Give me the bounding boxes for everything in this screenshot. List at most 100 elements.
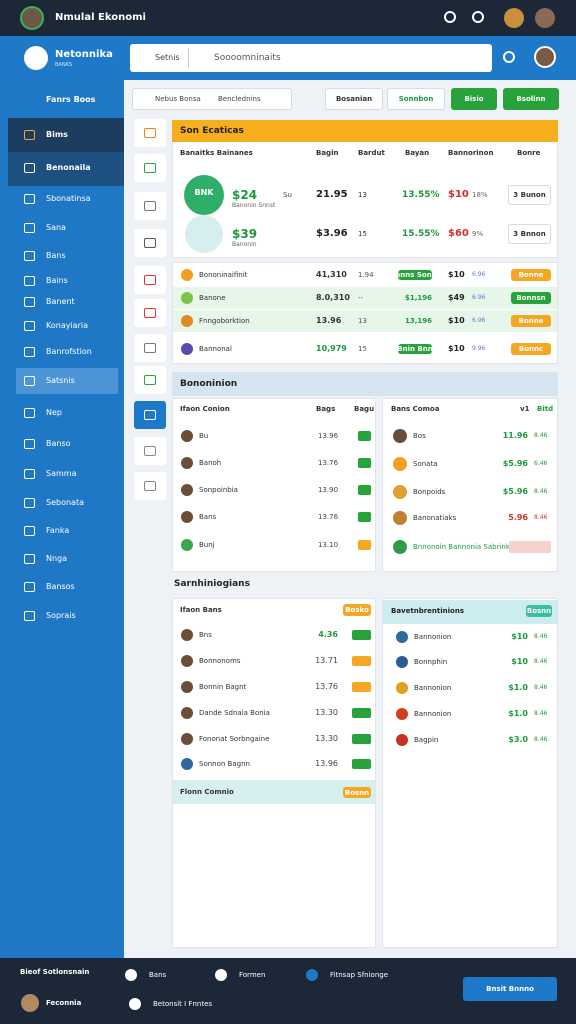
cell: Banonin Snnst (232, 202, 276, 209)
sidebar-item[interactable]: Banrofstion (46, 347, 92, 356)
market-badge: $1,196 (404, 294, 432, 302)
row-action[interactable] (508, 224, 551, 244)
icon-button[interactable] (134, 119, 166, 147)
toolbar-button-label[interactable]: Bsolinn (516, 95, 546, 103)
market-price: $49 (448, 293, 465, 302)
toolbar-button-label[interactable]: Bisio (464, 95, 484, 103)
search-placeholder: Soooomninaits (214, 53, 281, 63)
row-highlight (173, 310, 557, 332)
sidebar-item[interactable]: Sbonatinsa (46, 194, 91, 203)
market-badge-label[interactable]: Bnin Bnn (397, 345, 433, 353)
panel-footer-action[interactable] (343, 787, 371, 798)
status-badge (358, 512, 371, 522)
sidebar-icon (24, 130, 35, 140)
market-name: Fnngoborktion (199, 317, 250, 325)
sidebar-item[interactable]: Banso (46, 439, 71, 448)
panel-header-action[interactable] (526, 605, 552, 617)
market-badge-label[interactable]: Bnnns Sonnt (389, 271, 441, 279)
panel-header: v1 (520, 405, 530, 413)
market-action-label[interactable]: Bonne (518, 317, 544, 325)
footer-link[interactable]: Bans (149, 971, 167, 979)
row-action[interactable] (508, 185, 551, 205)
search-icon (503, 51, 515, 63)
toolbar-button[interactable] (387, 88, 445, 110)
search-box[interactable] (130, 44, 492, 72)
toolbar-button[interactable] (325, 88, 383, 110)
header-avatar (534, 46, 556, 68)
toolbar-button-label[interactable]: Bosanian (335, 95, 373, 103)
sidebar-icon (24, 469, 35, 479)
market-action[interactable] (511, 315, 551, 327)
footer-button[interactable] (463, 977, 557, 1001)
panel-value: 13.76 (315, 682, 338, 691)
status-badge (352, 630, 371, 640)
market-action-label[interactable]: Bonne (518, 271, 544, 279)
sidebar-item[interactable]: Soprais (46, 611, 76, 620)
market-action-label[interactable]: Bonnsn (516, 294, 546, 302)
toolbar-button[interactable] (503, 88, 559, 110)
row-highlight (173, 287, 557, 309)
cell: Banonin (232, 241, 257, 248)
sidebar-item[interactable]: Benonaila (46, 163, 91, 172)
toolbar-button[interactable] (451, 88, 497, 110)
toolbar-button-label[interactable]: Sonnbon (398, 95, 434, 103)
sidebar-item[interactable]: Sana (46, 223, 66, 232)
icon-button[interactable] (134, 437, 166, 465)
sidebar-item[interactable]: Samma (46, 469, 77, 478)
icon-glyph (144, 375, 156, 385)
market-action[interactable] (511, 343, 551, 355)
icon-button[interactable] (134, 472, 166, 500)
sidebar-item[interactable]: Konayiaria (46, 321, 88, 330)
icon-button[interactable] (134, 266, 166, 294)
sidebar-item[interactable]: Nep (46, 408, 62, 417)
panel-footer-action-label[interactable]: Bosnn (344, 788, 370, 797)
row-action-label[interactable]: 3 Bnnon (513, 230, 546, 238)
footer-link[interactable]: Formen (239, 971, 266, 979)
icon-button[interactable] (134, 229, 166, 257)
sidebar-item[interactable]: Fanka (46, 526, 70, 535)
sidebar-item[interactable]: Banent (46, 297, 75, 306)
panel-name: Bagpin (414, 736, 439, 744)
sidebar-item[interactable]: Bansos (46, 582, 75, 591)
footer-button-label[interactable]: Bnsit Bnnno (486, 985, 534, 993)
icon-button[interactable] (134, 334, 166, 362)
panel-header-action-label[interactable]: Bosko (345, 606, 369, 614)
sidebar-item[interactable]: Satsnis (46, 376, 75, 385)
icon-button[interactable] (134, 401, 166, 429)
market-badge[interactable] (398, 344, 432, 354)
avatar (181, 681, 193, 693)
toolbar-tab[interactable]: Benclednins (218, 95, 261, 103)
sidebar-item[interactable]: Nnga (46, 554, 68, 563)
avatar (393, 429, 407, 443)
panel-header-action[interactable] (343, 604, 371, 616)
icon-button[interactable] (134, 154, 166, 182)
toolbar-tab[interactable]: Nebus Bonsa (155, 95, 201, 103)
panel-header: Bitd (537, 405, 554, 413)
market-action[interactable] (511, 269, 551, 281)
panel-name: Bonnin Bagnt (199, 683, 247, 691)
market-badge[interactable] (398, 270, 432, 280)
avatar (181, 457, 193, 469)
sidebar-item[interactable]: Bains (46, 276, 68, 285)
cell: 21.95 (316, 189, 348, 200)
sidebar-item[interactable]: Bims (46, 130, 68, 139)
panel-action[interactable] (509, 541, 551, 553)
panel-header-action-label[interactable]: Bosnn (526, 607, 552, 615)
sidebar-item[interactable]: Sebonata (46, 498, 84, 507)
icon-button[interactable] (134, 192, 166, 220)
market-action-label[interactable]: Bonnc (518, 345, 544, 353)
footer-icon (306, 969, 318, 981)
panel-name: Bans (199, 513, 217, 521)
avatar (181, 430, 193, 442)
sidebar-item[interactable]: Bans (46, 251, 66, 260)
icon-glyph (144, 275, 156, 285)
panel-header: Bans Comoa (391, 405, 440, 413)
footer-link[interactable]: Betonsit I Fnntes (153, 1000, 213, 1008)
icon-button[interactable] (134, 299, 166, 327)
panel-name: Sonnon Bagnn (199, 760, 250, 768)
footer-link[interactable]: Fitnsap Sfnionge (330, 971, 389, 979)
market-action[interactable] (511, 292, 551, 304)
icon-button[interactable] (134, 366, 166, 394)
row-action-label[interactable]: 3 Bunon (513, 191, 546, 199)
top-card-title: Son Ecaticas (180, 126, 244, 136)
